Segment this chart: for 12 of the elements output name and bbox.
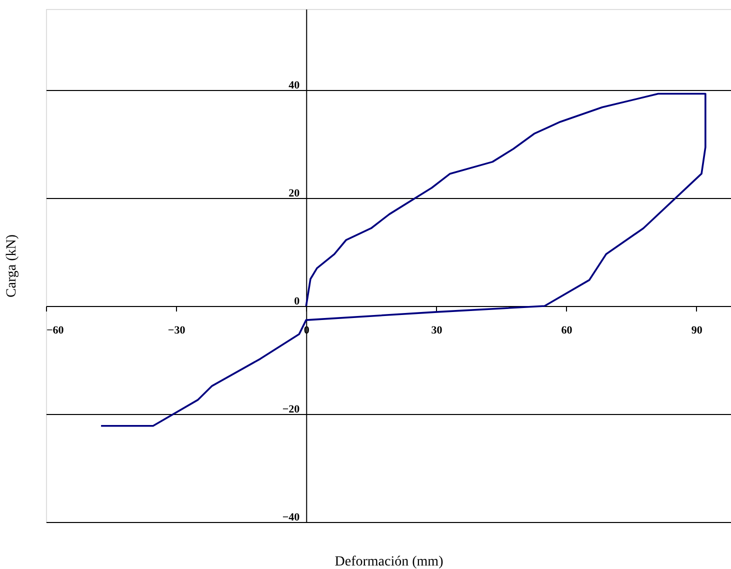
x-axis-title: Deformación (mm)	[334, 554, 444, 569]
x-tick-label: −60	[46, 324, 64, 336]
x-tick-label: 60	[561, 324, 573, 336]
y-tick-label: −40	[282, 512, 300, 524]
y-tick-label: 20	[288, 188, 300, 200]
y-tick-label: 0	[294, 296, 300, 308]
y-axis-title: Carga (kN)	[4, 234, 20, 298]
x-tick-label: 90	[691, 324, 703, 336]
x-tick-label: −30	[168, 324, 186, 336]
x-tick-label: 30	[431, 324, 443, 336]
y-tick-label: 40	[288, 80, 300, 92]
y-tick-label: −20	[282, 404, 300, 416]
